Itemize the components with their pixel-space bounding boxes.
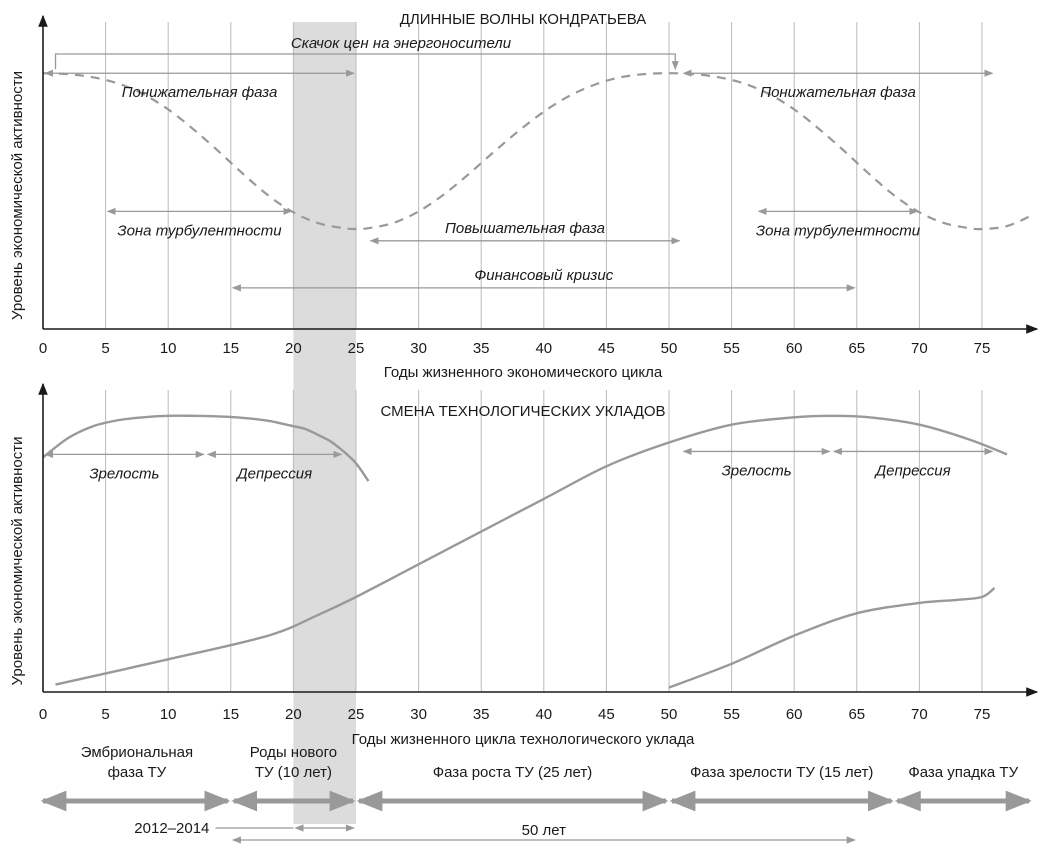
tech-x-tick-label: 60 [786,706,803,723]
kondratiev-x-tick-label: 40 [535,340,552,357]
tech-x-tick-label: 45 [598,706,615,723]
kondratiev-annotation-label: Понижательная фаза [122,84,278,101]
kondratiev-annotation-label: Повышательная фаза [445,220,605,237]
tech-x-tick-label: 0 [39,706,47,723]
energy-price-jump-arrow [54,53,679,71]
tech-x-tick-label: 65 [848,706,865,723]
kondratiev-x-tick-label: 10 [160,340,177,357]
tech-series-line [668,587,996,689]
kondratiev-x-tick-label: 65 [848,340,865,357]
kondratiev-x-tick-label: 30 [410,340,427,357]
tech-x-tick-label: 20 [285,706,302,723]
tech-x-tick-label: 35 [473,706,490,723]
tech-x-tick-label: 55 [723,706,740,723]
phase-layer: Эмбриональная фаза ТУ Роды нового ТУ (10 ле… [40,744,1032,844]
tech-annotation-label: Депрессия [235,465,312,482]
kondratiev-y-axis-label: Уровень экономической активности [9,71,26,320]
kondratiev-x-tick-label: 60 [786,340,803,357]
kondratiev-annotation-label: Понижательная фаза [760,84,916,101]
tech-x-tick-label: 25 [348,706,365,723]
tech-y-axis-label: Уровень экономической активности [9,437,26,686]
phase-label: ТУ (10 лет) [255,764,332,781]
tech-series-line [55,414,1008,686]
tech-x-tick-label: 70 [911,706,928,723]
kondratiev-x-tick-label: 5 [101,340,109,357]
kondratiev-x-axis-label: Годы жизненного экономического цикла [384,364,663,381]
phase-label: Эмбриональная [81,744,193,761]
series-layer [42,72,1033,689]
kondratiev-x-tick-label: 50 [661,340,678,357]
tech-x-tick-label: 5 [101,706,109,723]
phase-label: Фаза роста ТУ (25 лет) [433,764,593,781]
kondratiev-x-tick-label: 0 [39,340,47,357]
kondratiev-x-tick-label: 35 [473,340,490,357]
kondratiev-annotation-label: Зона турбулентности [117,222,282,239]
phase-label: Фаза упадка ТУ [908,764,1018,781]
tech-x-tick-label: 10 [160,706,177,723]
highlight-band [293,22,356,824]
energy-price-jump-label: Скачок цен на энергоносители [291,35,512,52]
tech-annotation-label: Депрессия [874,462,951,479]
kondratiev-x-tick-label: 25 [348,340,365,357]
tech-annotation-label: Зрелость [722,462,792,479]
phase-label: фаза ТУ [108,764,167,781]
tech-x-tick-label: 15 [222,706,239,723]
phase-label: Роды нового [250,744,337,761]
highlight-band-layer [293,22,356,824]
kondratiev-annotation-label: Финансовый кризис [474,267,613,284]
annotation-layer: Скачок цен на энергоносители Понижательна… [44,35,994,482]
fifty-years-label: 50 лет [522,822,566,839]
tech-x-axis-label: Годы жизненного цикла технологического у… [352,731,695,748]
tech-x-tick-label: 75 [974,706,991,723]
grid-layer [105,22,983,692]
kondratiev-x-tick-label: 55 [723,340,740,357]
kondratiev-x-tick-label: 45 [598,340,615,357]
tech-x-tick-label: 30 [410,706,427,723]
tech-series-line [42,414,370,482]
tech-annotation-label: Зрелость [89,465,159,482]
kondratiev-x-tick-label: 20 [285,340,302,357]
kondratiev-x-tick-label: 15 [222,340,239,357]
kondratiev-chart-title: ДЛИННЫЕ ВОЛНЫ КОНДРАТЬЕВА [400,11,647,28]
tech-chart-title: СМЕНА ТЕХНОЛОГИЧЕСКИХ УКЛАДОВ [380,403,665,420]
kondratiev-series-line [42,72,1033,231]
years-2012-2014-label: 2012–2014 [134,820,209,837]
kondratiev-x-tick-label: 75 [974,340,991,357]
tech-x-tick-label: 50 [661,706,678,723]
tech-x-tick-label: 40 [535,706,552,723]
kondratiev-annotation-label: Зона турбулентности [756,222,921,239]
phase-label: Фаза зрелости ТУ (15 лет) [690,764,873,781]
kondratiev-x-tick-label: 70 [911,340,928,357]
